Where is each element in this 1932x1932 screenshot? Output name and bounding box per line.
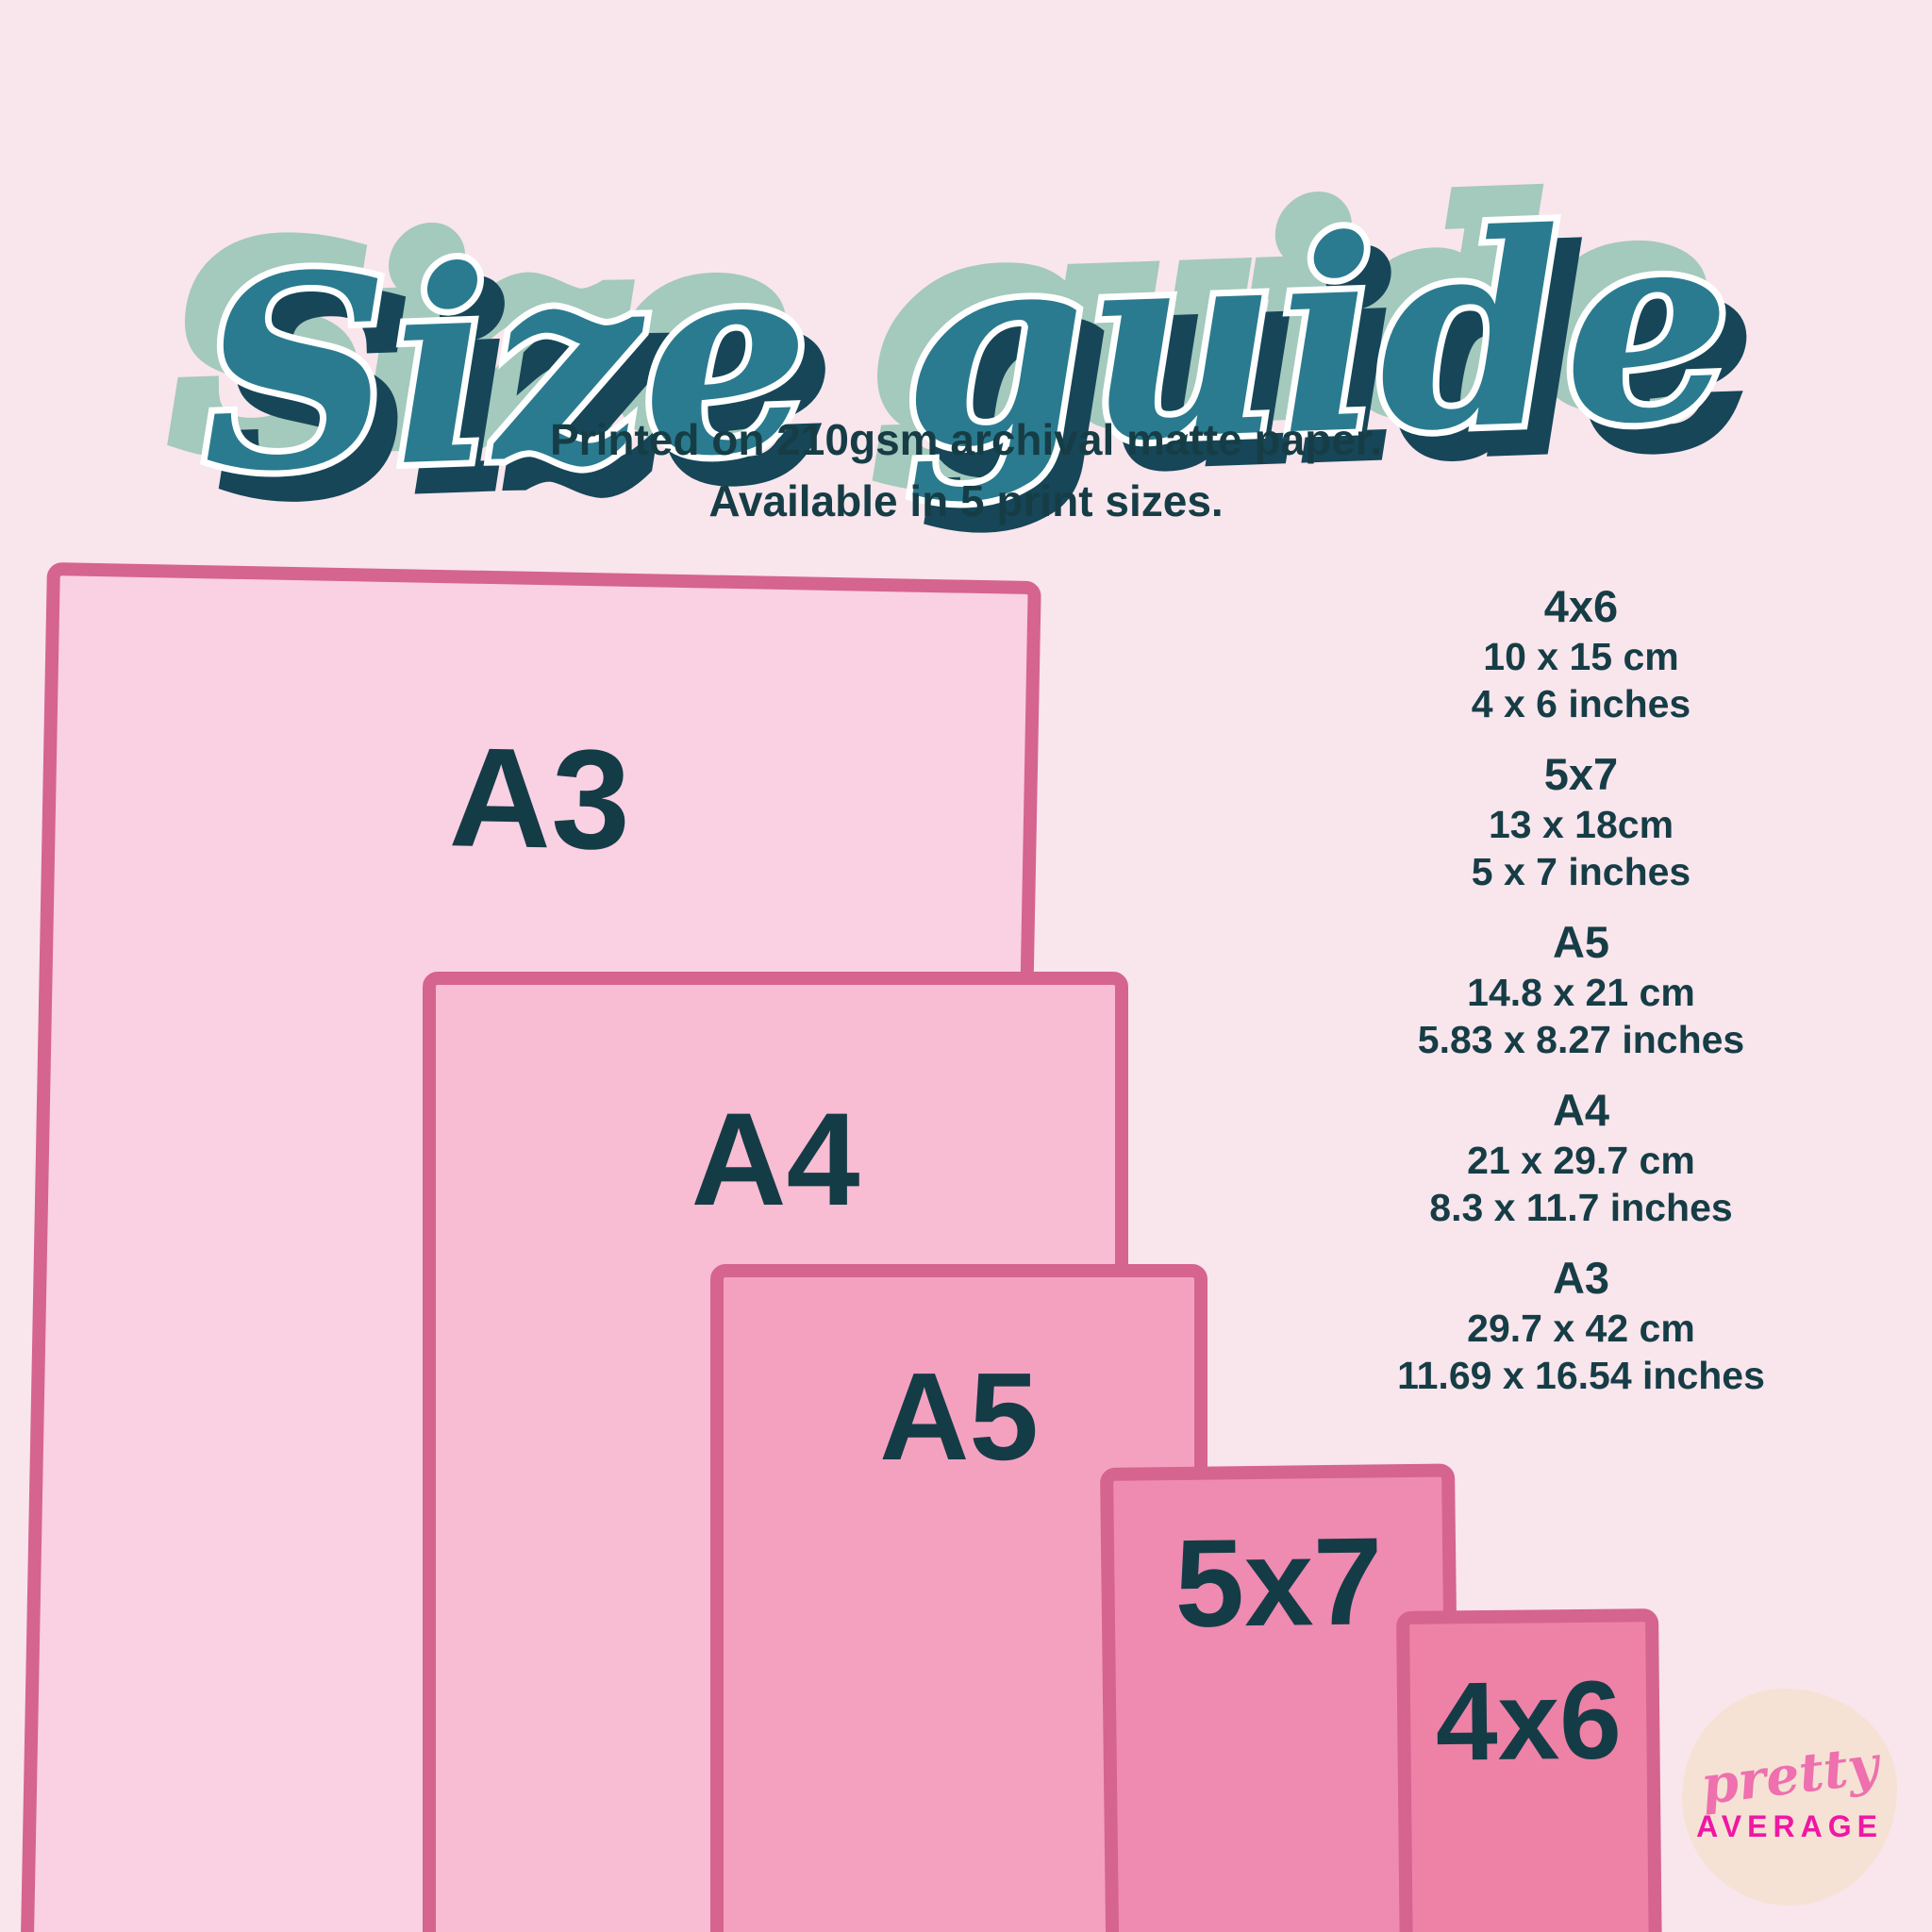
subtitle-line-2: Available in 5 print sizes. (708, 476, 1224, 525)
print-box-4x6-label: 4x6 (1435, 1657, 1623, 1785)
size-name: A4 (1552, 1085, 1610, 1135)
size-cm: 29.7 x 42 cm (1467, 1307, 1695, 1350)
size-inches: 4 x 6 inches (1471, 682, 1691, 725)
size-inches: 11.69 x 16.54 inches (1397, 1354, 1765, 1397)
size-inches: 8.3 x 11.7 inches (1429, 1186, 1733, 1229)
logo-caps-text: AVERAGE (1696, 1809, 1883, 1843)
size-inches: 5 x 7 inches (1471, 850, 1691, 893)
size-name: A3 (1552, 1253, 1610, 1303)
size-cm: 13 x 18cm (1488, 803, 1674, 846)
brand-logo: pretty AVERAGE (1682, 1689, 1897, 1906)
size-inches: 5.83 x 8.27 inches (1417, 1018, 1745, 1061)
print-box-5x7-label: 5x7 (1174, 1511, 1384, 1654)
print-box-4x6: 4x6 (1396, 1608, 1665, 1932)
size-group-4x6: 4x6 10 x 15 cm 4 x 6 inches (1355, 580, 1807, 727)
size-group-a3: A3 29.7 x 42 cm 11.69 x 16.54 inches (1355, 1252, 1807, 1399)
print-box-a4-label: A4 (691, 1085, 860, 1233)
subtitle: Printed on 210gsm archival matte paper. … (0, 409, 1932, 532)
logo-blob-background (1682, 1689, 1897, 1906)
subtitle-line-1: Printed on 210gsm archival matte paper. (550, 415, 1382, 464)
size-dimension-list: 4x6 10 x 15 cm 4 x 6 inches 5x7 13 x 18c… (1355, 580, 1807, 1420)
size-cm: 10 x 15 cm (1483, 635, 1679, 678)
size-group-5x7: 5x7 13 x 18cm 5 x 7 inches (1355, 748, 1807, 895)
size-cm: 14.8 x 21 cm (1467, 971, 1695, 1014)
size-name: 5x7 (1543, 749, 1619, 799)
print-box-a3-label: A3 (447, 717, 632, 879)
size-group-a4: A4 21 x 29.7 cm 8.3 x 11.7 inches (1355, 1084, 1807, 1231)
size-cm: 21 x 29.7 cm (1467, 1139, 1695, 1182)
size-group-a5: A5 14.8 x 21 cm 5.83 x 8.27 inches (1355, 916, 1807, 1063)
print-box-a5-label: A5 (879, 1347, 1039, 1486)
size-name: A5 (1552, 917, 1610, 967)
size-name: 4x6 (1543, 581, 1619, 631)
